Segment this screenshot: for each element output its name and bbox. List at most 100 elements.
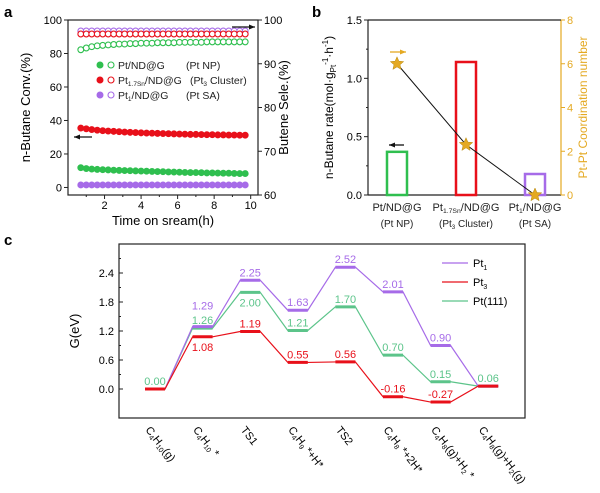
data-point: [104, 41, 112, 49]
data-point: [219, 30, 227, 38]
data-point: [143, 167, 151, 175]
data-point: [121, 30, 129, 38]
data-point: [110, 30, 118, 38]
data-point: [148, 39, 156, 47]
data-point: [115, 128, 123, 136]
energy-label: 0.15: [430, 369, 451, 381]
data-point: [82, 125, 90, 133]
right-axis-arrow: [390, 49, 406, 55]
data-point: [208, 38, 216, 46]
plot-frame: [118, 243, 526, 419]
data-point: [186, 38, 194, 46]
data-point: [219, 131, 227, 139]
x-category-tag: (Pt SA): [519, 219, 551, 230]
x-category-label: C4H8(g)+H2 *: [427, 424, 476, 482]
data-point: [154, 30, 161, 38]
data-point: [181, 30, 189, 38]
data-point: [225, 181, 233, 189]
legend-tag: (Pt NP): [186, 60, 220, 72]
data-point: [143, 39, 151, 47]
data-point: [121, 167, 129, 175]
coordination-star: [527, 187, 543, 202]
data-point: [192, 130, 200, 138]
data-point: [132, 167, 140, 175]
energy-label: 2.01: [382, 279, 403, 291]
data-point: [170, 30, 178, 38]
data-point: [137, 181, 145, 189]
data-point: [197, 181, 205, 189]
data-point: [203, 169, 211, 177]
data-point: [126, 40, 134, 48]
x-category-label: TS2: [333, 424, 355, 447]
data-point: [88, 43, 96, 51]
data-point: [154, 181, 161, 189]
data-point: [214, 131, 222, 139]
data-point: [181, 38, 189, 46]
energy-label: 2.00: [239, 297, 260, 309]
y2-tick-label: 80: [264, 103, 276, 115]
data-point: [148, 129, 156, 137]
data-point: [159, 39, 167, 47]
data-point: [236, 30, 244, 38]
energy-label: 0.06: [477, 373, 498, 385]
coordination-star: [389, 56, 405, 70]
y-tick-label: 1.2: [99, 326, 114, 338]
data-point: [236, 38, 244, 46]
data-point: [192, 169, 200, 177]
legend-open-marker: [107, 61, 115, 69]
y2-tick-label: 100: [264, 15, 282, 27]
energy-label: 0.55: [287, 349, 308, 361]
data-point: [137, 39, 145, 47]
x-category-tag: (Pt3 Cluster): [439, 219, 493, 231]
data-point: [132, 129, 140, 136]
energy-label: 2.52: [335, 254, 356, 266]
y-tick-label: 80: [50, 48, 62, 60]
data-point: [110, 127, 118, 135]
x-tick-label: 4: [138, 200, 144, 212]
data-point: [203, 181, 211, 189]
data-point: [115, 30, 123, 38]
y2-axis-title: Pt-Pt Coordination number: [576, 36, 590, 178]
data-point: [208, 169, 216, 177]
data-point: [132, 181, 140, 189]
data-point: [225, 169, 233, 177]
data-point: [104, 127, 112, 135]
y-tick-label: 0.5: [347, 132, 362, 144]
data-point: [159, 130, 167, 137]
panel-label: a: [4, 4, 13, 21]
data-point: [236, 181, 244, 189]
data-point: [137, 30, 145, 38]
data-point: [126, 128, 134, 136]
data-point: [88, 30, 96, 38]
data-point: [214, 30, 222, 38]
y-tick-label: 0.0: [347, 190, 362, 202]
data-point: [104, 181, 112, 189]
left-axis-arrow: [74, 134, 92, 140]
data-point: [181, 168, 189, 176]
data-point: [197, 131, 205, 138]
data-point: [154, 129, 161, 137]
data-point: [186, 30, 194, 38]
data-point: [154, 39, 161, 47]
panel-label: b: [312, 4, 321, 21]
y2-tick-label: 2: [567, 146, 573, 158]
data-point: [165, 39, 172, 47]
data-point: [148, 30, 156, 38]
y-tick-label: 0.6: [99, 355, 114, 367]
y-tick-label: 0: [56, 182, 62, 194]
y-tick-label: 20: [50, 149, 62, 161]
data-point: [159, 181, 167, 189]
data-point: [99, 166, 107, 174]
data-point: [148, 167, 156, 175]
data-point: [186, 181, 194, 189]
legend-label: Pt1: [473, 258, 487, 272]
arrow-head: [74, 134, 80, 140]
data-point: [77, 46, 85, 54]
data-point: [165, 181, 172, 189]
legend-open-marker: [107, 76, 115, 84]
data-point: [93, 42, 101, 50]
data-point: [241, 170, 249, 178]
energy-series: 1.08 1.19 0.55 0.56 -0.16 -0.27: [145, 318, 499, 404]
y-tick-label: 1.8: [99, 297, 114, 309]
data-point: [159, 30, 167, 38]
